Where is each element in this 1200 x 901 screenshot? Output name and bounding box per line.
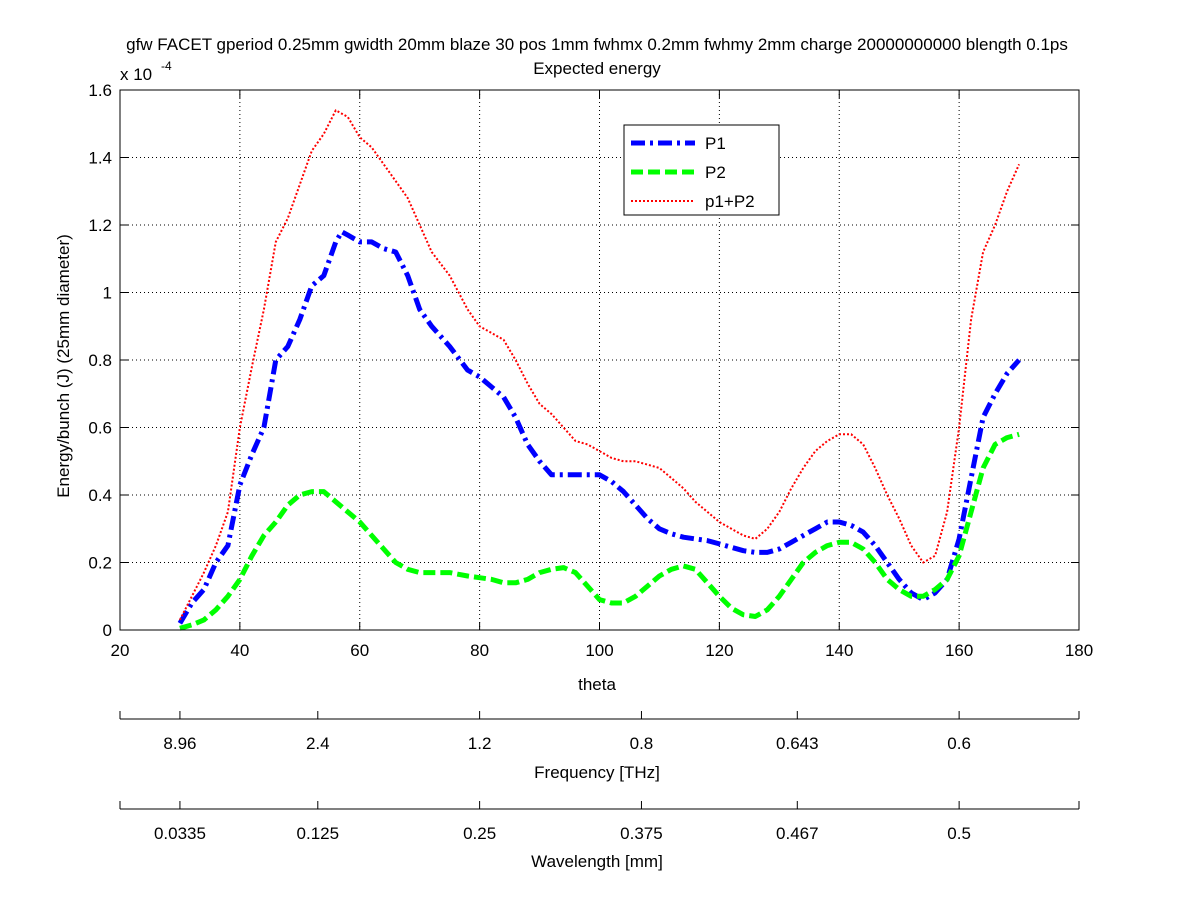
x-tick-label: 20 — [111, 641, 130, 660]
wavelength-tick-label: 0.125 — [297, 824, 340, 843]
y-tick-label: 0.4 — [88, 486, 112, 505]
x-tick-label: 100 — [585, 641, 613, 660]
wavelength-axis-ticks: 0.0335 0.125 0.25 0.375 0.467 0.5 — [119, 801, 1080, 843]
wavelength-axis: 0.0335 0.125 0.25 0.375 0.467 0.5 Wavelength … — [119, 801, 1080, 871]
y-multiplier-base: x 10 — [120, 65, 152, 84]
y-multiplier-exponent: -4 — [161, 59, 172, 73]
y-tick-label: 1.6 — [88, 81, 112, 100]
wavelength-tick-label: 0.375 — [620, 824, 663, 843]
y-tick-label: 0.6 — [88, 419, 112, 438]
series-line-2 — [179, 431, 1020, 631]
y-tick-label: 1.4 — [88, 149, 112, 168]
x-tick-label: 180 — [1065, 641, 1093, 660]
y-tick-label: 0 — [103, 621, 112, 640]
axis-ticks: 20 40 60 80 100 120 140 160 180 0 0.2 0.4 0.6 0.8 1 1.2… — [88, 81, 1093, 660]
y-tick-label: 0.8 — [88, 351, 112, 370]
y-tick-label: 0.2 — [88, 554, 112, 573]
frequency-tick-label: 0.643 — [776, 734, 819, 753]
x-tick-label: 140 — [825, 641, 853, 660]
chart-title: gfw FACET gperiod 0.25mm gwidth 20mm bla… — [126, 35, 1068, 54]
wavelength-tick-label: 0.467 — [776, 824, 819, 843]
frequency-tick-label: 1.2 — [468, 734, 492, 753]
frequency-tick-label: 0.8 — [630, 734, 654, 753]
legend-label-p2: P2 — [705, 163, 726, 182]
y-tick-label: 1 — [103, 284, 112, 303]
x-tick-label: 160 — [945, 641, 973, 660]
frequency-axis: 8.96 2.4 1.2 0.8 0.643 0.6 Frequency [THz] — [119, 711, 1080, 782]
series-line-1 — [177, 229, 1021, 625]
y-tick-label: 1.2 — [88, 216, 112, 235]
wavelength-tick-label: 0.5 — [947, 824, 971, 843]
y-multiplier: x 10 -4 — [120, 59, 172, 84]
x-axis-label: theta — [578, 675, 616, 694]
frequency-tick-label: 0.6 — [947, 734, 971, 753]
frequency-tick-label: 2.4 — [306, 734, 330, 753]
x-tick-label: 40 — [230, 641, 249, 660]
wavelength-axis-label: Wavelength [mm] — [531, 852, 663, 871]
legend-label-p1: P1 — [705, 134, 726, 153]
plot-area — [120, 90, 1079, 630]
x-tick-label: 120 — [705, 641, 733, 660]
frequency-axis-ticks: 8.96 2.4 1.2 0.8 0.643 0.6 — [119, 711, 1080, 753]
wavelength-tick-label: 0.0335 — [154, 824, 206, 843]
series-line-3 — [179, 109, 1021, 621]
frequency-tick-label: 8.96 — [163, 734, 196, 753]
frequency-axis-label: Frequency [THz] — [534, 763, 660, 782]
legend-label-sum: p1+P2 — [705, 192, 755, 211]
legend: P1 P2 p1+P2 — [623, 124, 780, 216]
data-series — [177, 109, 1021, 631]
chart-subtitle: Expected energy — [533, 59, 661, 78]
y-axis-label: Energy/bunch (J) (25mm diameter) — [54, 234, 73, 498]
x-tick-label: 80 — [470, 641, 489, 660]
wavelength-tick-label: 0.25 — [463, 824, 496, 843]
x-tick-label: 60 — [350, 641, 369, 660]
